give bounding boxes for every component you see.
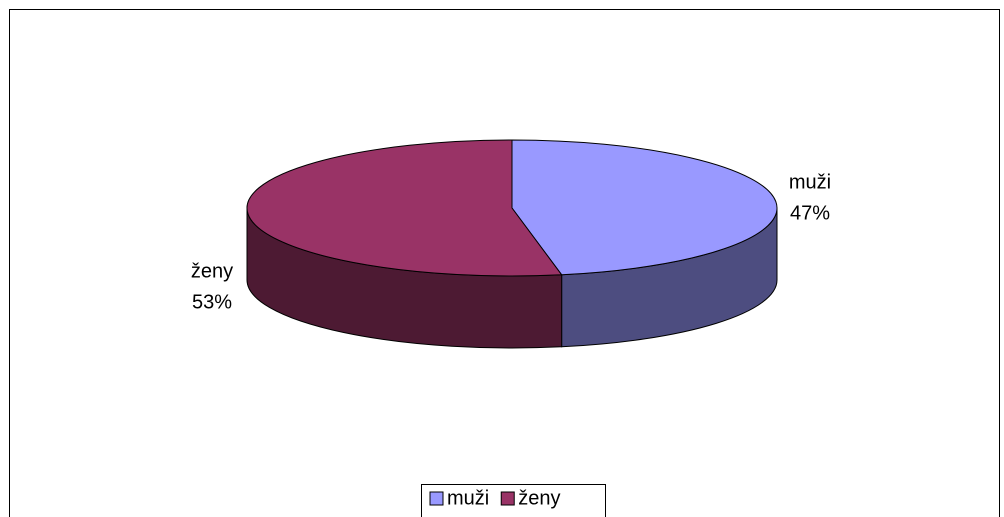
pie-slice — [246, 139, 563, 277]
chart-frame — [9, 9, 1000, 517]
legend-swatch — [429, 491, 444, 506]
pie-slice — [511, 139, 778, 276]
slice-label: muži — [789, 171, 831, 193]
legend-swatch — [500, 491, 515, 506]
legend-label: muži — [447, 487, 489, 509]
slice-value-label: 53% — [192, 291, 232, 313]
slice-value-label: 47% — [790, 202, 830, 224]
slice-label: ženy — [191, 260, 233, 282]
legend-label: ženy — [518, 487, 560, 509]
